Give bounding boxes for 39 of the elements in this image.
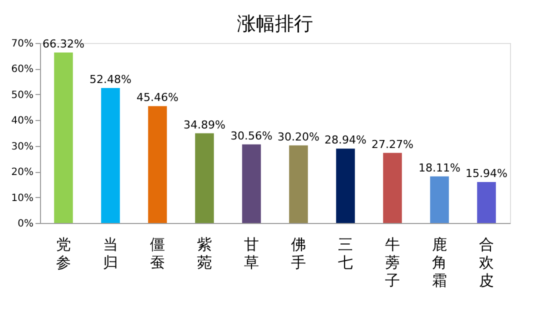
y-tick-label: 0%: [18, 218, 34, 230]
x-tick-label: 党参: [56, 236, 71, 272]
bar: [242, 144, 261, 223]
y-tick-label: 50%: [11, 90, 34, 101]
data-label: 18.11%: [418, 161, 460, 174]
chart-title: 涨幅排行: [237, 13, 313, 35]
data-label: 27.27%: [372, 138, 414, 151]
y-tick-label: 30%: [11, 141, 34, 152]
x-tick-label: 当归: [103, 236, 118, 272]
bar: [430, 176, 449, 223]
y-tick-label: 70%: [11, 38, 34, 50]
data-label: 30.56%: [230, 129, 272, 142]
y-tick-label: 60%: [11, 64, 34, 76]
data-label: 45.46%: [136, 91, 178, 104]
data-label: 66.32%: [42, 37, 84, 50]
x-tick-label: 合欢皮: [479, 236, 494, 290]
data-label: 34.89%: [184, 118, 226, 132]
x-tick-label: 三七: [338, 236, 353, 272]
y-tick-label: 40%: [11, 116, 34, 127]
x-tick-label: 佛手: [291, 236, 306, 272]
bar: [383, 152, 402, 223]
bar: [336, 148, 355, 223]
x-tick-label: 鹿角霜: [432, 236, 447, 290]
y-tick-label: 10%: [11, 192, 34, 204]
bar: [289, 145, 308, 223]
x-tick-label: 甘草: [244, 236, 259, 272]
bar: [101, 88, 120, 223]
data-label: 30.20%: [278, 130, 320, 144]
x-tick-label: 僵蚕: [150, 236, 165, 272]
bar: [195, 133, 214, 223]
data-label: 15.94%: [466, 167, 508, 180]
bar: [54, 52, 73, 223]
bar: [477, 182, 496, 223]
y-tick-label: 20%: [11, 167, 34, 178]
data-label: 52.48%: [90, 73, 132, 86]
data-label: 28.94%: [324, 134, 366, 147]
bar: [148, 106, 167, 223]
x-tick-label: 牛蒡子: [385, 236, 400, 290]
x-tick-label: 紫菀: [197, 236, 212, 272]
